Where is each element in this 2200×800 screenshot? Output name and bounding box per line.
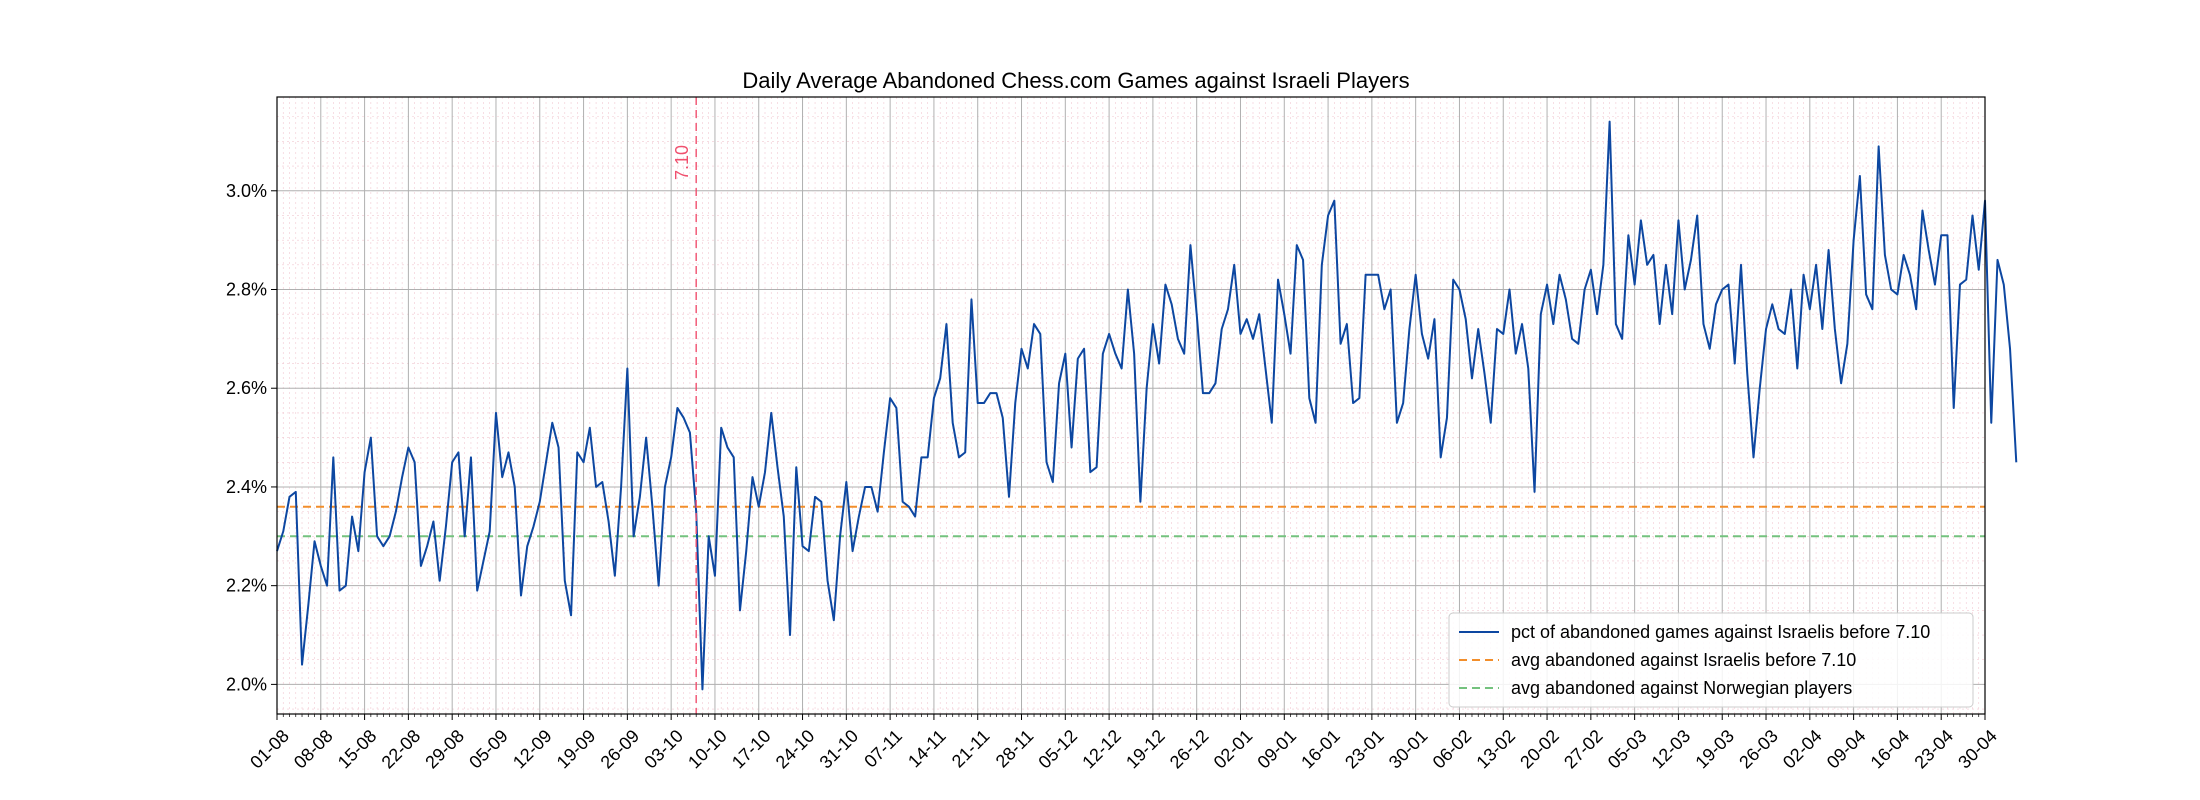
y-axis-ticks: 2.0% 2.2% 2.4% 2.6% 2.8% 3.0%: [226, 181, 277, 694]
legend: pct of abandoned games against Israelis …: [1448, 612, 1974, 708]
annotation-label: 7.10: [672, 145, 692, 180]
y-tick-label: 2.4%: [226, 477, 267, 497]
legend-box: [1448, 612, 1974, 708]
y-tick-label: 2.8%: [226, 280, 267, 300]
annotation: 7.10: [672, 97, 697, 714]
y-tick-label: 3.0%: [226, 181, 267, 201]
main-series-line: [276, 120, 2018, 691]
legend-label: pct of abandoned games against Israelis …: [1511, 622, 1930, 642]
y-tick-label: 2.6%: [226, 378, 267, 398]
y-tick-label: 2.2%: [226, 576, 267, 596]
plot-frame: [276, 96, 1986, 715]
legend-label: avg abandoned against Norwegian players: [1511, 678, 1852, 698]
series-line: [276, 120, 2018, 691]
y-tick-label: 2.0%: [226, 674, 267, 694]
major-grid: [276, 97, 1986, 714]
reference-lines: [277, 505, 1985, 538]
chart-title: Daily Average Abandoned Chess.com Games …: [742, 68, 1409, 93]
legend-label: avg abandoned against Israelis before 7.…: [1511, 650, 1856, 670]
